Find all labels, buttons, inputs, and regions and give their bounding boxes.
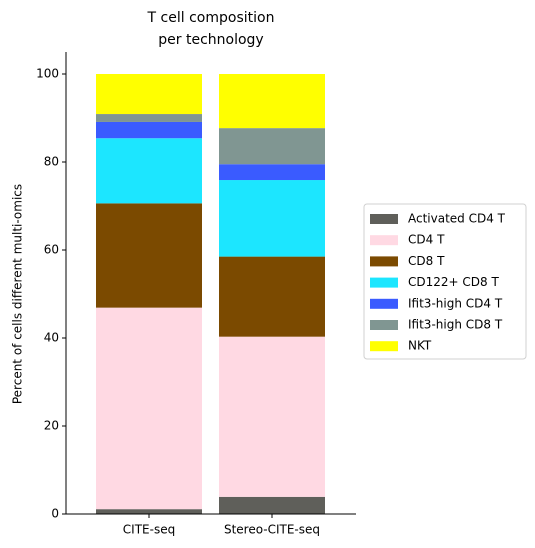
bar-segment xyxy=(219,496,325,514)
bar-segment xyxy=(96,203,202,308)
legend-label: Ifit3-high CD4 T xyxy=(408,296,503,310)
bar-segment xyxy=(219,74,325,129)
bar-segment xyxy=(96,509,202,514)
bar-segment xyxy=(96,138,202,204)
chart-title: T cell composition xyxy=(147,10,275,26)
y-axis-label: Percent of cells different multi-omics xyxy=(11,184,25,404)
y-tick-label: 40 xyxy=(44,331,59,345)
legend-swatch xyxy=(370,298,398,309)
legend-label: Activated CD4 T xyxy=(408,212,506,226)
bar-segment xyxy=(219,164,325,181)
legend-swatch xyxy=(370,320,398,330)
y-tick-label: 0 xyxy=(51,507,59,521)
y-tick-label: 60 xyxy=(44,243,59,257)
bar-segment xyxy=(219,336,325,497)
legend-swatch xyxy=(370,277,398,288)
bar-segment xyxy=(96,121,202,139)
legend-label: CD4 T xyxy=(408,233,445,247)
legend-label: NKT xyxy=(408,339,432,353)
bar-segment xyxy=(219,256,325,337)
legend-swatch xyxy=(370,256,398,267)
chart-title: per technology xyxy=(158,32,263,48)
legend-label: CD8 T xyxy=(408,254,445,268)
legend-swatch xyxy=(370,214,398,224)
legend-label: CD122+ CD8 T xyxy=(408,275,499,289)
legend-swatch xyxy=(370,235,398,246)
y-tick-label: 100 xyxy=(36,67,59,81)
bar-segment xyxy=(219,180,325,257)
bar-segment xyxy=(96,114,202,122)
legend-box xyxy=(363,203,527,360)
y-tick-label: 80 xyxy=(44,155,59,169)
x-tick-label: CITE-seq xyxy=(123,523,175,537)
y-tick-label: 20 xyxy=(44,419,59,433)
bar-segment xyxy=(219,128,325,165)
legend-swatch xyxy=(370,341,398,352)
bar-segment xyxy=(96,74,202,115)
bar-segment xyxy=(96,307,202,510)
legend-label: Ifit3-high CD8 T xyxy=(408,318,503,332)
x-tick-label: Stereo-CITE-seq xyxy=(224,523,320,537)
